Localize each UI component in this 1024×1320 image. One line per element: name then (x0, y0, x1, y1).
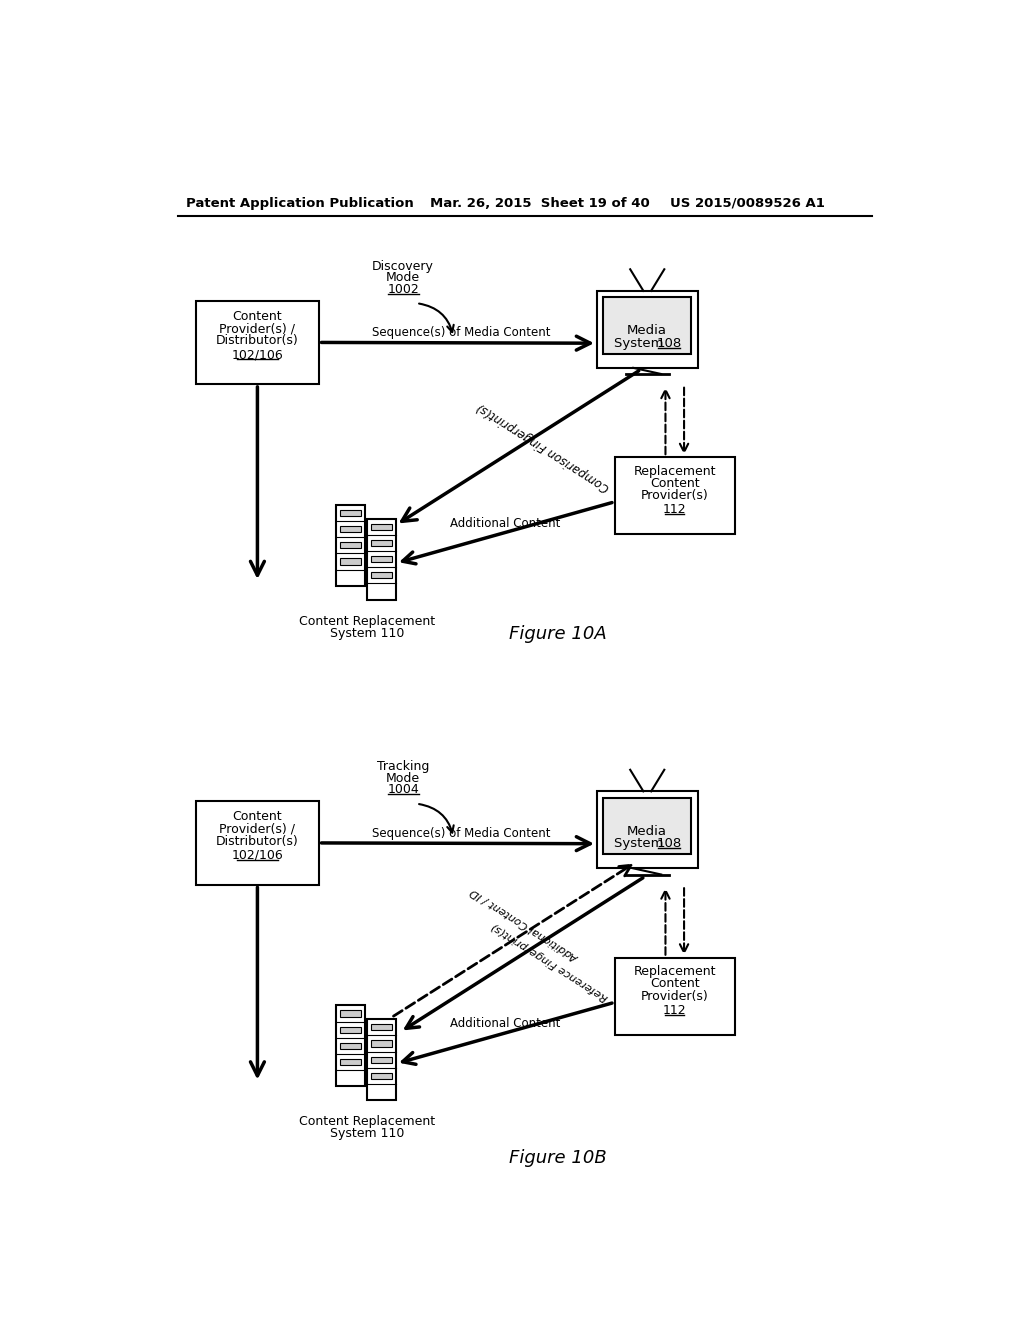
FancyBboxPatch shape (340, 527, 361, 532)
Text: Discovery: Discovery (372, 260, 434, 273)
Text: US 2015/0089526 A1: US 2015/0089526 A1 (671, 197, 825, 210)
Text: Additional Content: Additional Content (451, 516, 560, 529)
Text: Sequence(s) of Media Content: Sequence(s) of Media Content (373, 326, 551, 339)
Text: Tracking: Tracking (377, 760, 429, 774)
FancyBboxPatch shape (340, 1059, 361, 1065)
FancyBboxPatch shape (197, 301, 318, 384)
Text: System 110: System 110 (330, 1127, 403, 1140)
FancyBboxPatch shape (340, 558, 361, 565)
Text: System: System (614, 837, 668, 850)
Text: Mar. 26, 2015  Sheet 19 of 40: Mar. 26, 2015 Sheet 19 of 40 (430, 197, 650, 210)
Text: Sequence(s) of Media Content: Sequence(s) of Media Content (373, 826, 551, 840)
Text: Figure 10B: Figure 10B (509, 1148, 607, 1167)
Text: Distributor(s): Distributor(s) (216, 834, 299, 847)
Text: System 110: System 110 (330, 627, 403, 640)
FancyBboxPatch shape (340, 1043, 361, 1049)
Text: Provider(s): Provider(s) (641, 490, 709, 502)
Text: Content Replacement: Content Replacement (299, 1115, 435, 1129)
Text: 108: 108 (656, 837, 682, 850)
Text: Mode: Mode (386, 772, 420, 785)
FancyBboxPatch shape (603, 797, 691, 854)
FancyBboxPatch shape (371, 1040, 392, 1047)
Text: Content: Content (232, 310, 283, 323)
FancyBboxPatch shape (603, 297, 691, 354)
Text: Mode: Mode (386, 271, 420, 284)
Text: Content: Content (650, 977, 699, 990)
Text: Replacement: Replacement (634, 965, 716, 978)
Text: Distributor(s): Distributor(s) (216, 334, 299, 347)
FancyBboxPatch shape (340, 1010, 361, 1016)
Text: 102/106: 102/106 (231, 348, 284, 362)
Text: Replacement: Replacement (634, 465, 716, 478)
FancyBboxPatch shape (371, 524, 392, 529)
FancyBboxPatch shape (336, 506, 366, 586)
FancyBboxPatch shape (336, 1006, 366, 1086)
Text: Reference Fingerprint(s): Reference Fingerprint(s) (489, 921, 610, 1003)
FancyBboxPatch shape (614, 958, 735, 1035)
Text: 1002: 1002 (387, 282, 419, 296)
Text: Figure 10A: Figure 10A (509, 626, 607, 643)
Text: Content Replacement: Content Replacement (299, 615, 435, 628)
FancyBboxPatch shape (371, 1056, 392, 1063)
FancyBboxPatch shape (367, 1019, 396, 1100)
Text: 108: 108 (656, 337, 682, 350)
Text: Content: Content (232, 810, 283, 824)
FancyBboxPatch shape (597, 792, 697, 869)
Text: Media: Media (628, 825, 668, 838)
FancyBboxPatch shape (340, 1027, 361, 1032)
FancyBboxPatch shape (197, 801, 318, 884)
Text: System: System (614, 337, 668, 350)
FancyBboxPatch shape (371, 1073, 392, 1078)
Text: 1004: 1004 (387, 783, 419, 796)
FancyBboxPatch shape (367, 519, 396, 599)
Text: Content: Content (650, 477, 699, 490)
FancyBboxPatch shape (614, 457, 735, 535)
Text: Provider(s) /: Provider(s) / (219, 322, 296, 335)
Text: Comparison Fingerprint(s): Comparison Fingerprint(s) (475, 400, 612, 494)
FancyBboxPatch shape (371, 573, 392, 578)
FancyBboxPatch shape (597, 290, 697, 368)
Text: Provider(s) /: Provider(s) / (219, 822, 296, 836)
FancyBboxPatch shape (371, 556, 392, 562)
FancyBboxPatch shape (340, 510, 361, 516)
FancyBboxPatch shape (371, 1024, 392, 1031)
Text: 102/106: 102/106 (231, 849, 284, 862)
Text: 112: 112 (663, 1003, 686, 1016)
Text: Additional Content: Additional Content (451, 1018, 560, 1030)
FancyBboxPatch shape (371, 540, 392, 546)
Text: Media: Media (628, 325, 668, 338)
Text: Provider(s): Provider(s) (641, 990, 709, 1003)
Text: Additional Content / ID: Additional Content / ID (469, 886, 582, 962)
FancyBboxPatch shape (340, 543, 361, 548)
Text: 112: 112 (663, 503, 686, 516)
Text: Patent Application Publication: Patent Application Publication (186, 197, 414, 210)
